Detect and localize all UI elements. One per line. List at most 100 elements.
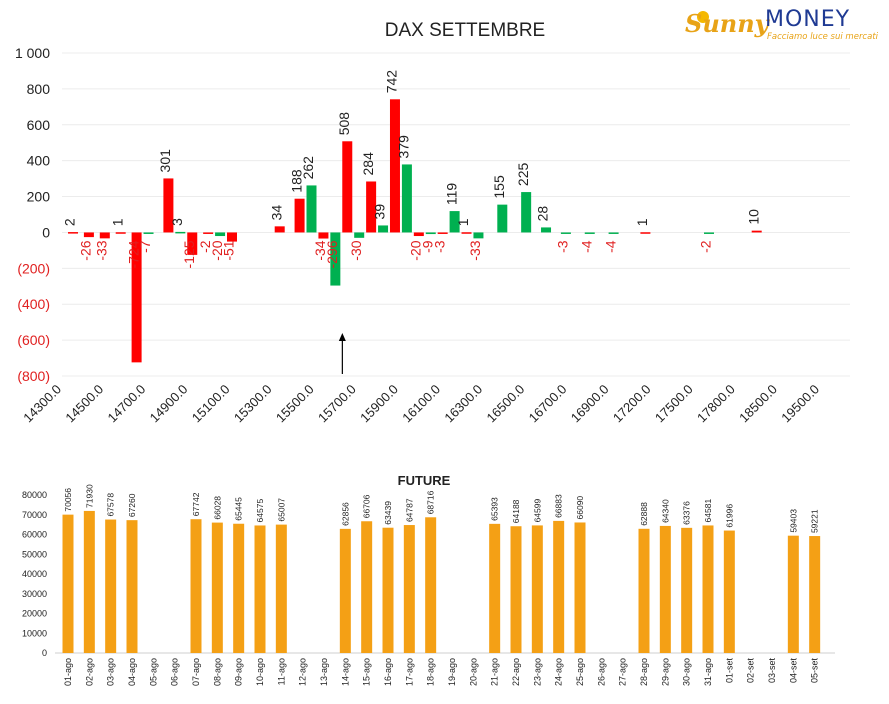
x-tick-label: 09-ago (234, 658, 244, 686)
x-tick-label: 03-set (767, 658, 777, 684)
data-label: 39 (372, 204, 388, 220)
y-tick-label: 600 (27, 117, 51, 133)
bar (425, 232, 436, 235)
data-label: 66090 (575, 496, 585, 520)
bar (203, 232, 214, 234)
data-label: 64599 (532, 499, 542, 523)
x-tick-label: 15500.0 (273, 382, 317, 426)
bar (366, 181, 377, 233)
y-tick-label: 40000 (22, 569, 47, 579)
data-label: 66883 (554, 494, 564, 518)
bar (254, 525, 266, 653)
data-label: 742 (384, 70, 400, 94)
x-tick-label: 23-ago (532, 658, 542, 686)
data-label: 65445 (234, 497, 244, 521)
data-label: 66028 (212, 496, 222, 520)
data-label: 63439 (383, 501, 393, 525)
bar (574, 522, 586, 653)
x-tick-label: 16900.0 (568, 382, 612, 426)
bar (437, 232, 448, 234)
bar (560, 232, 571, 234)
y-tick-label: 1 000 (15, 45, 50, 61)
x-tick-label: 19-ago (447, 658, 457, 686)
data-label: 301 (157, 149, 173, 173)
dax-settembre-chart: DAX SETTEMBRE 1 000 800 600 400 200 0 (200) (40… (15, 20, 850, 426)
x-tick-label: 18500.0 (736, 382, 780, 426)
bar (330, 232, 341, 286)
bar (339, 528, 351, 653)
data-label: -9 (419, 240, 435, 253)
y-tick-label: (800) (17, 368, 50, 384)
data-label: -7 (137, 240, 153, 253)
bar (294, 198, 305, 233)
data-label: 155 (491, 175, 507, 199)
data-label: -33 (467, 240, 483, 260)
bar (659, 525, 671, 653)
data-label: 63376 (682, 501, 692, 525)
bar (175, 231, 186, 234)
x-tick-label: 14700.0 (105, 382, 149, 426)
data-label: -296 (324, 240, 340, 268)
bar (306, 185, 317, 233)
x-tick-label: 05-ago (148, 658, 158, 686)
x-tick-label: 03-ago (106, 658, 116, 686)
data-label: 188 (288, 169, 304, 193)
bar (215, 232, 226, 237)
bar (233, 523, 245, 653)
data-label: 64188 (511, 499, 521, 523)
y-tick-label: 400 (27, 153, 51, 169)
data-label: -20 (408, 240, 424, 260)
x-tick-label: 26-ago (596, 658, 606, 686)
pointer-arrow (338, 333, 346, 374)
bar (461, 232, 472, 234)
data-label: 61996 (724, 504, 734, 528)
x-axis-ticks: 01-ago 02-ago 03-ago 04-ago 05-ago 06-ago 07-a… (63, 658, 820, 687)
x-tick-label: 16500.0 (484, 382, 528, 426)
bar (99, 232, 110, 239)
bar (638, 528, 650, 653)
x-tick-label: 17-ago (404, 658, 414, 686)
data-label: 379 (396, 135, 412, 159)
data-label: 10 (745, 209, 761, 225)
data-label: 64340 (660, 499, 670, 523)
x-tick-label: 01-ago (63, 658, 73, 686)
data-label: -3 (431, 240, 447, 253)
bar (489, 523, 501, 653)
bar (378, 225, 389, 233)
bar (584, 232, 595, 234)
data-label: 67578 (106, 493, 116, 517)
data-label: 59221 (810, 509, 820, 533)
bar (190, 519, 202, 653)
bar (531, 525, 543, 653)
bar (227, 232, 237, 242)
x-tick-label: 05-set (810, 658, 820, 684)
x-axis-ticks: 14300.014500.014700.014900.015100.015300… (20, 382, 822, 426)
bar (608, 232, 619, 234)
x-tick-label: 07-ago (191, 658, 201, 686)
y-tick-label: 30000 (22, 589, 47, 599)
data-label: -34 (312, 240, 328, 260)
data-label: 64581 (703, 499, 713, 523)
bar (473, 232, 484, 239)
logo-sunny-text: Sunny (685, 9, 771, 38)
data-label: 67742 (191, 492, 201, 516)
x-tick-label: 15100.0 (189, 382, 233, 426)
bar (401, 164, 412, 233)
bar (275, 524, 287, 653)
future-chart: FUTURE 80000 70000 60000 50000 40000 30000 200… (22, 473, 835, 687)
bar (809, 536, 821, 653)
x-tick-label: 06-ago (170, 658, 180, 686)
data-label: -724 (125, 240, 141, 268)
bar (403, 525, 415, 653)
y-axis-ticks: 1 000 800 600 400 200 0 (200) (400) (600) (800) (15, 45, 50, 384)
data-label: 67260 (127, 493, 137, 517)
y-tick-label: 0 (42, 648, 47, 658)
bar (83, 510, 95, 653)
bar (510, 526, 522, 653)
chart-title: DAX SETTEMBRE (385, 20, 545, 41)
data-label: -2 (197, 240, 213, 253)
bar (318, 232, 329, 239)
x-tick-label: 14500.0 (62, 382, 106, 426)
data-labels: 70056 71930 67578 67260 67742 66028 65445 64575… (63, 484, 820, 533)
future-title: FUTURE (398, 473, 451, 488)
